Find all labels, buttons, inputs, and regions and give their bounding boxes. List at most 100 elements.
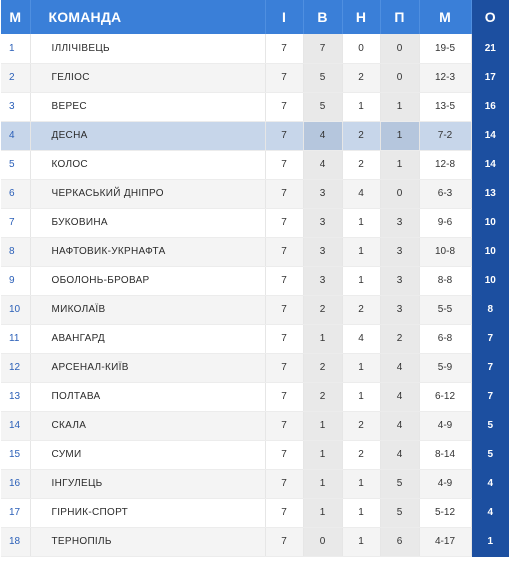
points-cell: 7 xyxy=(471,324,509,354)
team-name-cell[interactable]: АВАНГАРД xyxy=(30,324,266,354)
table-body: 1 ІЛЛІЧІВЕЦЬ 7 7 0 0 19-5 21 2 ГЕЛІОС 7 5 2 0 12-3 17 3 В… xyxy=(1,34,509,557)
position-cell: 10 xyxy=(1,295,31,325)
wins-cell: 2 xyxy=(303,353,343,383)
team-name-cell[interactable]: ІНГУЛЕЦЬ xyxy=(30,469,266,499)
team-name-cell[interactable]: АРСЕНАЛ-КИЇВ xyxy=(30,353,266,383)
position-cell: 3 xyxy=(1,92,31,122)
team-name-cell[interactable]: СУМИ xyxy=(30,440,266,470)
table-row[interactable]: 8 НАФТОВИК-УКРНАФТА 7 3 1 3 10-8 10 xyxy=(1,237,509,267)
losses-cell: 5 xyxy=(380,469,420,499)
table-row[interactable]: 5 КОЛОС 7 4 2 1 12-8 14 xyxy=(1,150,509,180)
header-team[interactable]: КОМАНДА xyxy=(30,0,266,34)
table-row[interactable]: 7 БУКОВИНА 7 3 1 3 9-6 10 xyxy=(1,208,509,238)
draws-cell: 2 xyxy=(342,63,381,93)
goals-cell: 13-5 xyxy=(419,92,472,122)
header-position[interactable]: М xyxy=(1,0,31,34)
header-games[interactable]: І xyxy=(265,0,304,34)
team-name-cell[interactable]: ПОЛТАВА xyxy=(30,382,266,412)
goals-cell: 19-5 xyxy=(419,34,472,64)
table-row[interactable]: 17 ГІРНИК-СПОРТ 7 1 1 5 5-12 4 xyxy=(1,498,509,528)
losses-cell: 3 xyxy=(380,237,420,267)
goals-cell: 8-14 xyxy=(419,440,472,470)
team-name-cell[interactable]: ДЕСНА xyxy=(30,121,266,151)
table-row[interactable]: 3 ВЕРЕС 7 5 1 1 13-5 16 xyxy=(1,92,509,122)
team-name-cell[interactable]: ТЕРНОПІЛЬ xyxy=(30,527,266,557)
games-cell: 7 xyxy=(265,208,304,238)
header-points[interactable]: О xyxy=(471,0,509,34)
team-name-cell[interactable]: БУКОВИНА xyxy=(30,208,266,238)
team-name-cell[interactable]: ВЕРЕС xyxy=(30,92,266,122)
games-cell: 7 xyxy=(265,440,304,470)
losses-cell: 5 xyxy=(380,498,420,528)
goals-cell: 6-8 xyxy=(419,324,472,354)
standings-table: М КОМАНДА І В Н П М О 1 ІЛЛІЧІВЕЦЬ 7 7 0 0 19-… xyxy=(1,0,509,557)
table-row[interactable]: 14 СКАЛА 7 1 2 4 4-9 5 xyxy=(1,411,509,441)
table-row[interactable]: 4 ДЕСНА 7 4 2 1 7-2 14 xyxy=(1,121,509,151)
goals-cell: 7-2 xyxy=(419,121,472,151)
losses-cell: 1 xyxy=(380,121,420,151)
position-cell: 16 xyxy=(1,469,31,499)
position-cell: 5 xyxy=(1,150,31,180)
losses-cell: 4 xyxy=(380,353,420,383)
goals-cell: 4-9 xyxy=(419,469,472,499)
points-cell: 16 xyxy=(471,92,509,122)
team-name-cell[interactable]: СКАЛА xyxy=(30,411,266,441)
losses-cell: 3 xyxy=(380,208,420,238)
table-row[interactable]: 18 ТЕРНОПІЛЬ 7 0 1 6 4-17 1 xyxy=(1,527,509,557)
draws-cell: 1 xyxy=(342,382,381,412)
goals-cell: 5-5 xyxy=(419,295,472,325)
table-row[interactable]: 12 АРСЕНАЛ-КИЇВ 7 2 1 4 5-9 7 xyxy=(1,353,509,383)
team-name-cell[interactable]: КОЛОС xyxy=(30,150,266,180)
position-cell: 4 xyxy=(1,121,31,151)
goals-cell: 5-12 xyxy=(419,498,472,528)
header-wins[interactable]: В xyxy=(303,0,343,34)
losses-cell: 0 xyxy=(380,34,420,64)
losses-cell: 4 xyxy=(380,411,420,441)
table-row[interactable]: 1 ІЛЛІЧІВЕЦЬ 7 7 0 0 19-5 21 xyxy=(1,34,509,64)
position-cell: 9 xyxy=(1,266,31,296)
table-row[interactable]: 2 ГЕЛІОС 7 5 2 0 12-3 17 xyxy=(1,63,509,93)
header-draws[interactable]: Н xyxy=(342,0,381,34)
points-cell: 7 xyxy=(471,353,509,383)
table-row[interactable]: 15 СУМИ 7 1 2 4 8-14 5 xyxy=(1,440,509,470)
header-losses[interactable]: П xyxy=(380,0,420,34)
table-row[interactable]: 11 АВАНГАРД 7 1 4 2 6-8 7 xyxy=(1,324,509,354)
table-row[interactable]: 9 ОБОЛОНЬ-БРОВАР 7 3 1 3 8-8 10 xyxy=(1,266,509,296)
games-cell: 7 xyxy=(265,527,304,557)
games-cell: 7 xyxy=(265,353,304,383)
position-cell: 6 xyxy=(1,179,31,209)
draws-cell: 4 xyxy=(342,324,381,354)
position-cell: 12 xyxy=(1,353,31,383)
games-cell: 7 xyxy=(265,179,304,209)
wins-cell: 2 xyxy=(303,295,343,325)
wins-cell: 1 xyxy=(303,411,343,441)
table-row[interactable]: 13 ПОЛТАВА 7 2 1 4 6-12 7 xyxy=(1,382,509,412)
games-cell: 7 xyxy=(265,498,304,528)
table-row[interactable]: 10 МИКОЛАЇВ 7 2 2 3 5-5 8 xyxy=(1,295,509,325)
team-name-cell[interactable]: МИКОЛАЇВ xyxy=(30,295,266,325)
wins-cell: 0 xyxy=(303,527,343,557)
draws-cell: 1 xyxy=(342,92,381,122)
losses-cell: 4 xyxy=(380,440,420,470)
draws-cell: 1 xyxy=(342,208,381,238)
draws-cell: 2 xyxy=(342,121,381,151)
wins-cell: 3 xyxy=(303,208,343,238)
points-cell: 4 xyxy=(471,498,509,528)
position-cell: 18 xyxy=(1,527,31,557)
points-cell: 13 xyxy=(471,179,509,209)
team-name-cell[interactable]: ЧЕРКАСЬКИЙ ДНІПРО xyxy=(30,179,266,209)
team-name-cell[interactable]: ОБОЛОНЬ-БРОВАР xyxy=(30,266,266,296)
team-name-cell[interactable]: ГЕЛІОС xyxy=(30,63,266,93)
losses-cell: 4 xyxy=(380,382,420,412)
header-goals[interactable]: М xyxy=(419,0,472,34)
goals-cell: 6-3 xyxy=(419,179,472,209)
games-cell: 7 xyxy=(265,411,304,441)
team-name-cell[interactable]: ГІРНИК-СПОРТ xyxy=(30,498,266,528)
position-cell: 17 xyxy=(1,498,31,528)
table-row[interactable]: 16 ІНГУЛЕЦЬ 7 1 1 5 4-9 4 xyxy=(1,469,509,499)
losses-cell: 6 xyxy=(380,527,420,557)
table-row[interactable]: 6 ЧЕРКАСЬКИЙ ДНІПРО 7 3 4 0 6-3 13 xyxy=(1,179,509,209)
team-name-cell[interactable]: ІЛЛІЧІВЕЦЬ xyxy=(30,34,266,64)
team-name-cell[interactable]: НАФТОВИК-УКРНАФТА xyxy=(30,237,266,267)
position-cell: 1 xyxy=(1,34,31,64)
